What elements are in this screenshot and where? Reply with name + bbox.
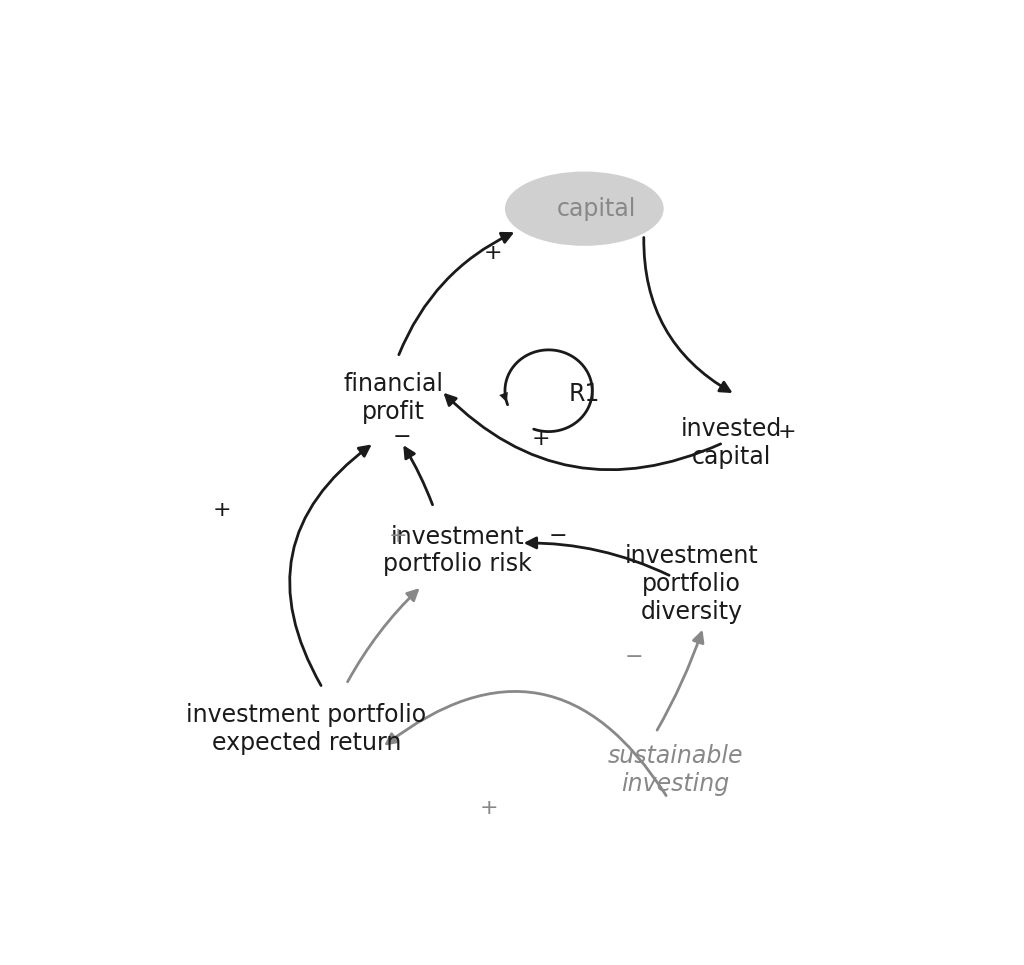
Text: investment portfolio
expected return: investment portfolio expected return [186, 703, 427, 755]
Text: investment
portfolio risk: investment portfolio risk [383, 525, 531, 576]
Text: +: + [777, 422, 796, 442]
Text: invested
capital: invested capital [681, 417, 781, 469]
Ellipse shape [505, 172, 664, 246]
Text: capital: capital [556, 197, 636, 221]
Text: +: + [483, 243, 503, 263]
Text: sustainable
investing: sustainable investing [608, 744, 743, 795]
Text: financial
profit: financial profit [344, 372, 443, 424]
Text: −: − [625, 647, 644, 667]
Text: R1: R1 [568, 382, 600, 406]
Text: +: + [388, 526, 408, 545]
Text: −: − [392, 427, 411, 447]
Text: +: + [480, 798, 499, 818]
Text: investment
portfolio
diversity: investment portfolio diversity [625, 544, 759, 623]
Text: −: − [549, 526, 567, 545]
Text: +: + [531, 429, 550, 449]
Text: +: + [212, 500, 231, 519]
